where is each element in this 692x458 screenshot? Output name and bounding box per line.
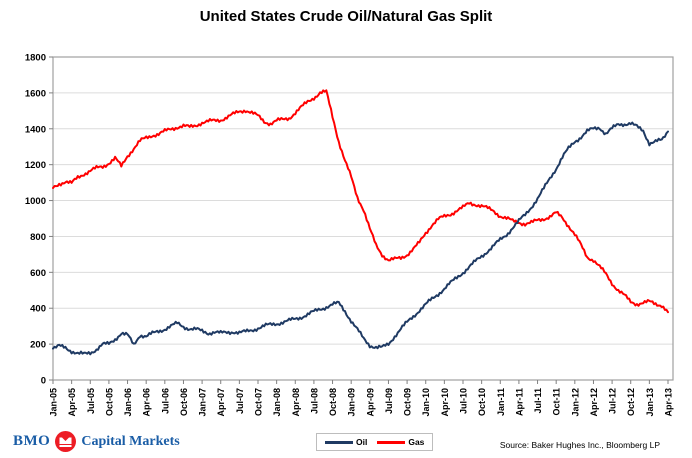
svg-text:Jan-09: Jan-09	[347, 388, 357, 417]
chart-title: United States Crude Oil/Natural Gas Spli…	[199, 8, 493, 25]
svg-text:800: 800	[30, 232, 46, 243]
plot-border	[52, 56, 674, 381]
bmo-roundel-icon	[55, 431, 77, 452]
chart-legend: Oil Gas	[316, 433, 434, 451]
svg-text:Jan-06: Jan-06	[123, 388, 133, 417]
svg-text:Apr-05: Apr-05	[67, 388, 77, 417]
svg-text:Jan-08: Jan-08	[272, 388, 282, 417]
svg-text:1800: 1800	[25, 53, 46, 64]
svg-text:Jan-07: Jan-07	[198, 388, 208, 417]
svg-text:Apr-12: Apr-12	[589, 388, 599, 417]
x-axis-labels: Jan-05 Apr-05 Jul-05 Oct-05 Jan-06 Apr-06 Jul-…	[49, 380, 674, 417]
y-axis-labels: 0 200 400 600 800 1000 1200 1400 1600 1800	[25, 53, 53, 387]
svg-text:Apr-07: Apr-07	[216, 388, 226, 417]
oil-line	[52, 121, 669, 356]
svg-text:Oct-11: Oct-11	[552, 388, 562, 416]
svg-text:Apr-10: Apr-10	[440, 388, 450, 417]
svg-text:Oct-10: Oct-10	[477, 388, 487, 416]
svg-text:1600: 1600	[25, 88, 46, 99]
svg-text:Jul-12: Jul-12	[608, 388, 618, 414]
svg-text:Jul-06: Jul-06	[160, 388, 170, 414]
gas-line	[52, 89, 669, 314]
svg-text:Jul-09: Jul-09	[384, 388, 394, 414]
gas-line-swatch	[377, 440, 406, 444]
svg-text:Jan-12: Jan-12	[570, 388, 580, 417]
svg-text:Apr-09: Apr-09	[365, 388, 375, 417]
svg-text:Oct-06: Oct-06	[179, 388, 189, 416]
svg-text:Apr-08: Apr-08	[291, 388, 301, 417]
svg-text:Jan-05: Jan-05	[49, 388, 59, 417]
chart-canvas: 0 200 400 600 800 1000 1200 1400 1600 1800 Jan-05…	[25, 53, 674, 417]
bmo-logo: BMO Capital Markets	[13, 431, 180, 452]
svg-text:Jan-13: Jan-13	[645, 388, 655, 417]
svg-text:1400: 1400	[25, 124, 46, 135]
gridlines	[53, 92, 673, 345]
svg-text:400: 400	[30, 304, 46, 315]
svg-text:Apr-11: Apr-11	[514, 388, 524, 416]
svg-text:Oct-07: Oct-07	[254, 388, 264, 416]
svg-text:200: 200	[30, 340, 46, 351]
svg-text:Oct-09: Oct-09	[403, 388, 413, 416]
capital-markets-wordmark: Capital Markets	[81, 433, 180, 449]
svg-text:Oct-12: Oct-12	[626, 388, 636, 416]
oil-line-swatch	[325, 440, 353, 444]
svg-text:Jul-05: Jul-05	[86, 388, 96, 414]
svg-text:Oct-05: Oct-05	[104, 388, 114, 416]
svg-text:Jul-08: Jul-08	[309, 388, 319, 414]
svg-text:Apr-13: Apr-13	[664, 388, 674, 417]
legend-item-gas: Gas	[377, 437, 424, 447]
svg-text:Oct-08: Oct-08	[328, 388, 338, 416]
svg-text:Jan-11: Jan-11	[496, 388, 506, 416]
legend-item-oil: Oil	[325, 437, 367, 447]
bmo-wordmark: BMO	[13, 433, 51, 449]
svg-text:Jul-10: Jul-10	[459, 388, 469, 414]
svg-text:Jan-10: Jan-10	[421, 388, 431, 417]
svg-text:1200: 1200	[25, 160, 46, 171]
legend-label-oil: Oil	[356, 437, 368, 447]
source-note: Source: Baker Hughes Inc., Bloomberg LP	[499, 440, 660, 450]
svg-text:1000: 1000	[25, 196, 46, 207]
svg-text:0: 0	[41, 376, 46, 387]
svg-text:Apr-06: Apr-06	[142, 388, 152, 417]
legend-label-gas: Gas	[408, 437, 425, 447]
svg-text:Jul-11: Jul-11	[533, 388, 543, 414]
svg-text:Jul-07: Jul-07	[235, 388, 245, 414]
svg-text:600: 600	[30, 268, 46, 279]
